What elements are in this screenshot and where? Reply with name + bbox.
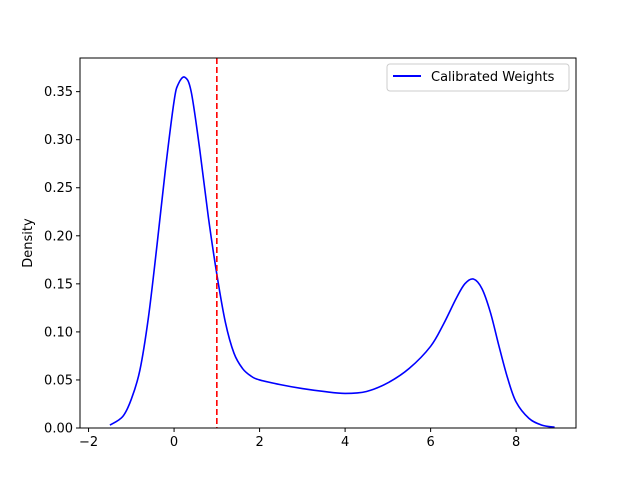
x-tick-label: 2: [255, 435, 263, 450]
density-curve-0: [109, 76, 555, 429]
y-tick-label: 0.20: [44, 229, 73, 244]
x-tick-label: 0: [170, 435, 178, 450]
y-tick-label: 0.10: [44, 325, 73, 340]
y-tick-label: 0.25: [44, 181, 73, 196]
y-tick-label: 0.00: [44, 422, 73, 437]
x-tick-label: 6: [426, 435, 434, 450]
x-tick-label: 8: [512, 435, 520, 450]
x-tick-label: −2: [79, 435, 98, 450]
y-axis-ticks: 0.00 0.05 0.10 0.15 0.20 0.25 0.30 0.35: [44, 85, 80, 437]
y-tick-label: 0.35: [44, 85, 73, 100]
legend-label: Calibrated Weights: [431, 70, 555, 85]
y-tick-label: 0.30: [44, 133, 73, 148]
y-axis-label: Density: [21, 218, 36, 268]
plot-frame: [79, 57, 577, 429]
curve-layer: [109, 76, 555, 429]
legend-box: [386, 63, 570, 92]
x-tick-label: 4: [341, 435, 349, 450]
y-tick-label: 0.15: [44, 277, 73, 292]
legend: Calibrated Weights: [386, 63, 570, 92]
x-axis-ticks: −2 0 2 4 6 8: [79, 428, 520, 450]
plot-area: [80, 58, 576, 428]
y-tick-label: 0.05: [44, 373, 73, 388]
